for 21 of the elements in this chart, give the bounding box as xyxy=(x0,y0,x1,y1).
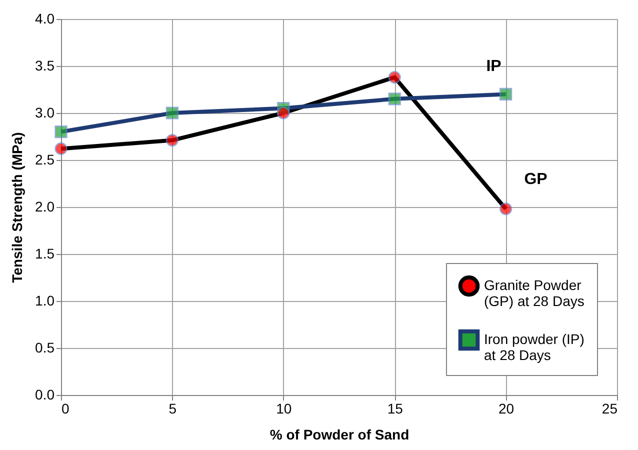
annotation: GP xyxy=(524,170,548,188)
y-tick-label: 0.0 xyxy=(35,386,55,402)
x-tick-label: 15 xyxy=(387,400,404,416)
x-tick-label: 5 xyxy=(168,400,177,416)
legend-label: Iron powder (IP) at 28 Days xyxy=(484,331,584,363)
x-tick-label: 10 xyxy=(276,400,292,416)
y-tick-label: 4.0 xyxy=(35,10,55,26)
legend-label: Granite Powder (GP) at 28 Days xyxy=(484,277,584,309)
y-tick-label: 3.0 xyxy=(35,104,55,120)
x-tick-label: 0 xyxy=(62,400,70,416)
y-tick-label: 1.5 xyxy=(35,246,55,262)
y-axis-title: Tensile Strength (MPa) xyxy=(9,132,26,283)
x-tick-label: 20 xyxy=(498,400,514,416)
y-tick-label: 2.5 xyxy=(35,152,55,168)
y-tick-label: 1.0 xyxy=(35,292,55,308)
annotation: IP xyxy=(486,58,502,76)
y-tick-label: 0.5 xyxy=(35,340,55,356)
x-tick-label: 25 xyxy=(602,400,618,416)
y-tick-label: 2.0 xyxy=(35,198,55,214)
y-tick-label: 3.5 xyxy=(35,58,55,74)
x-axis-title: % of Powder of Sand xyxy=(270,426,410,442)
